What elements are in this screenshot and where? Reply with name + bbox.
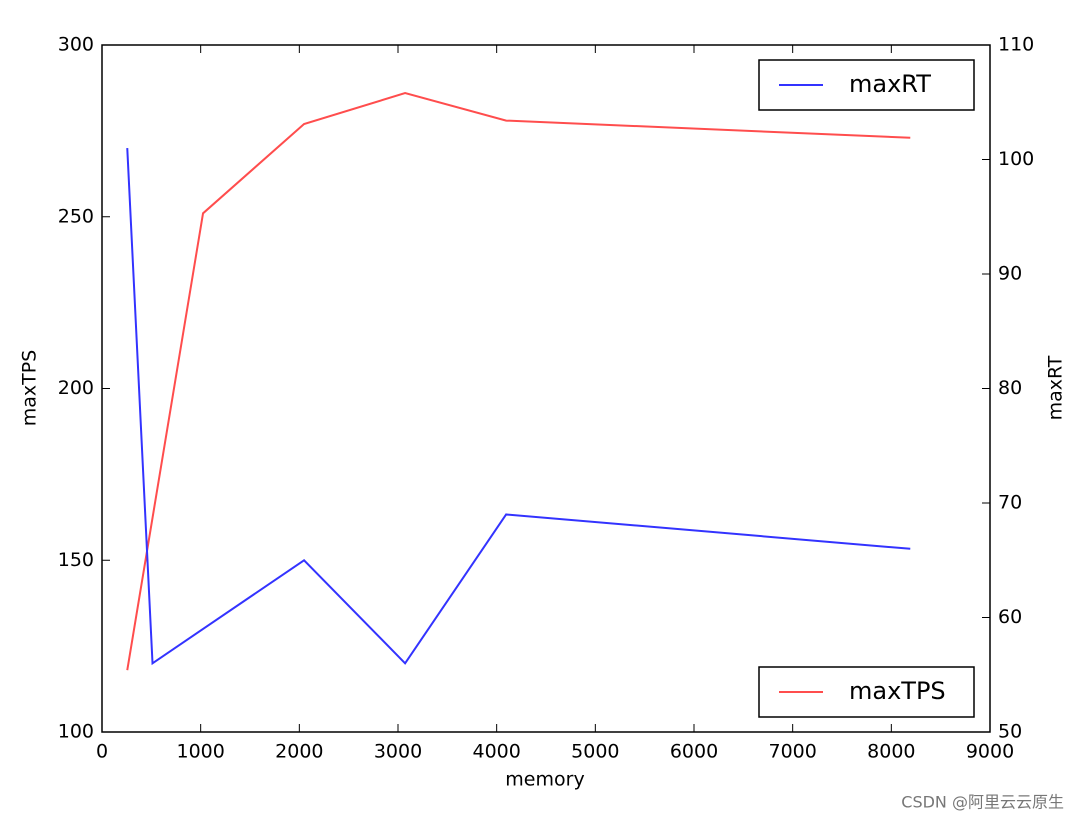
y-tick-label: 150 xyxy=(58,549,94,571)
y-tick-label: 200 xyxy=(58,377,94,399)
x-tick-label: 1000 xyxy=(176,741,224,763)
y-tick-label: 250 xyxy=(58,205,94,227)
y2-tick-label: 60 xyxy=(998,606,1022,628)
x-tick-label: 0 xyxy=(96,741,108,763)
y2-tick-label: 110 xyxy=(998,34,1034,56)
x-tick-label: 6000 xyxy=(670,741,718,763)
x-tick-label: 8000 xyxy=(867,741,915,763)
y2-axis-label: maxRT xyxy=(1045,355,1067,420)
x-tick-label: 4000 xyxy=(472,741,520,763)
x-tick-label: 7000 xyxy=(768,741,816,763)
x-tick-label: 5000 xyxy=(571,741,619,763)
y-axis-label: maxTPS xyxy=(19,350,41,427)
line-series xyxy=(126,92,911,671)
x-tick-label: 2000 xyxy=(275,741,323,763)
y-tick-label: 300 xyxy=(58,34,94,56)
line-series xyxy=(126,148,911,666)
y2-tick-label: 50 xyxy=(998,721,1022,743)
legend-label: maxTPS xyxy=(849,677,946,705)
y2-tick-label: 100 xyxy=(998,148,1034,170)
y2-tick-label: 70 xyxy=(998,492,1022,514)
y2-tick-label: 90 xyxy=(998,263,1022,285)
y2-tick-label: 80 xyxy=(998,377,1022,399)
legend-label: maxRT xyxy=(849,70,931,98)
x-tick-label: 9000 xyxy=(966,741,1014,763)
x-axis-label: memory xyxy=(505,769,584,791)
x-tick-label: 3000 xyxy=(374,741,422,763)
watermark: CSDN @阿里云云原生 xyxy=(901,793,1064,812)
plot-frame xyxy=(101,44,991,733)
y-tick-label: 100 xyxy=(58,721,94,743)
